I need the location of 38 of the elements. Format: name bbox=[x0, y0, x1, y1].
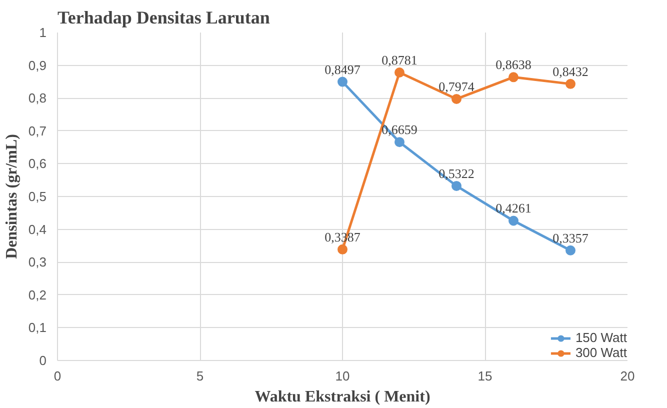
y-tick-label: 0,5 bbox=[28, 189, 47, 204]
y-tick-label: 0,4 bbox=[28, 222, 47, 237]
point bbox=[508, 72, 518, 82]
point bbox=[452, 94, 462, 104]
chart-title: Terhadap Densitas Larutan bbox=[58, 8, 270, 28]
x-tick-label: 0 bbox=[54, 368, 62, 384]
point bbox=[338, 76, 348, 87]
legend-label: 150 Watt bbox=[575, 330, 627, 345]
y-tick-label: 1 bbox=[39, 25, 47, 40]
data-label: 0,8781 bbox=[382, 52, 418, 68]
data-label: 0,3357 bbox=[552, 230, 589, 246]
y-tick-label: 0,1 bbox=[28, 320, 47, 336]
x-tick-label: 10 bbox=[335, 368, 350, 384]
y-axis-title: Densintas (gr/mL) bbox=[3, 134, 20, 259]
point bbox=[338, 244, 348, 254]
y-tick-label: 0,9 bbox=[28, 58, 47, 73]
x-axis-title: Waktu Ekstraksi ( Menit) bbox=[254, 388, 430, 406]
y-tick-label: 0 bbox=[39, 353, 47, 368]
y-tick-label: 0,6 bbox=[28, 156, 47, 172]
y-tick-label: 0,3 bbox=[28, 254, 47, 270]
y-tick-label: 0,7 bbox=[28, 123, 47, 138]
x-tick-label: 5 bbox=[196, 368, 204, 384]
data-label: 0,8638 bbox=[496, 57, 532, 72]
y-tick-label: 0,2 bbox=[28, 287, 47, 302]
point bbox=[508, 216, 518, 226]
point bbox=[394, 67, 404, 78]
legend-label: 300 Watt bbox=[575, 345, 627, 360]
point bbox=[566, 78, 576, 89]
data-label: 0,8432 bbox=[552, 64, 588, 79]
data-label: 0,8497 bbox=[324, 62, 361, 77]
data-label: 0,7974 bbox=[438, 78, 475, 94]
y-tick-label: 0,8 bbox=[28, 90, 47, 106]
x-tick-label: 15 bbox=[478, 368, 492, 384]
point bbox=[452, 180, 462, 191]
point bbox=[566, 245, 576, 256]
x-tick-label: 20 bbox=[620, 368, 635, 384]
point bbox=[394, 137, 404, 148]
data-label: 0,4261 bbox=[496, 200, 532, 216]
